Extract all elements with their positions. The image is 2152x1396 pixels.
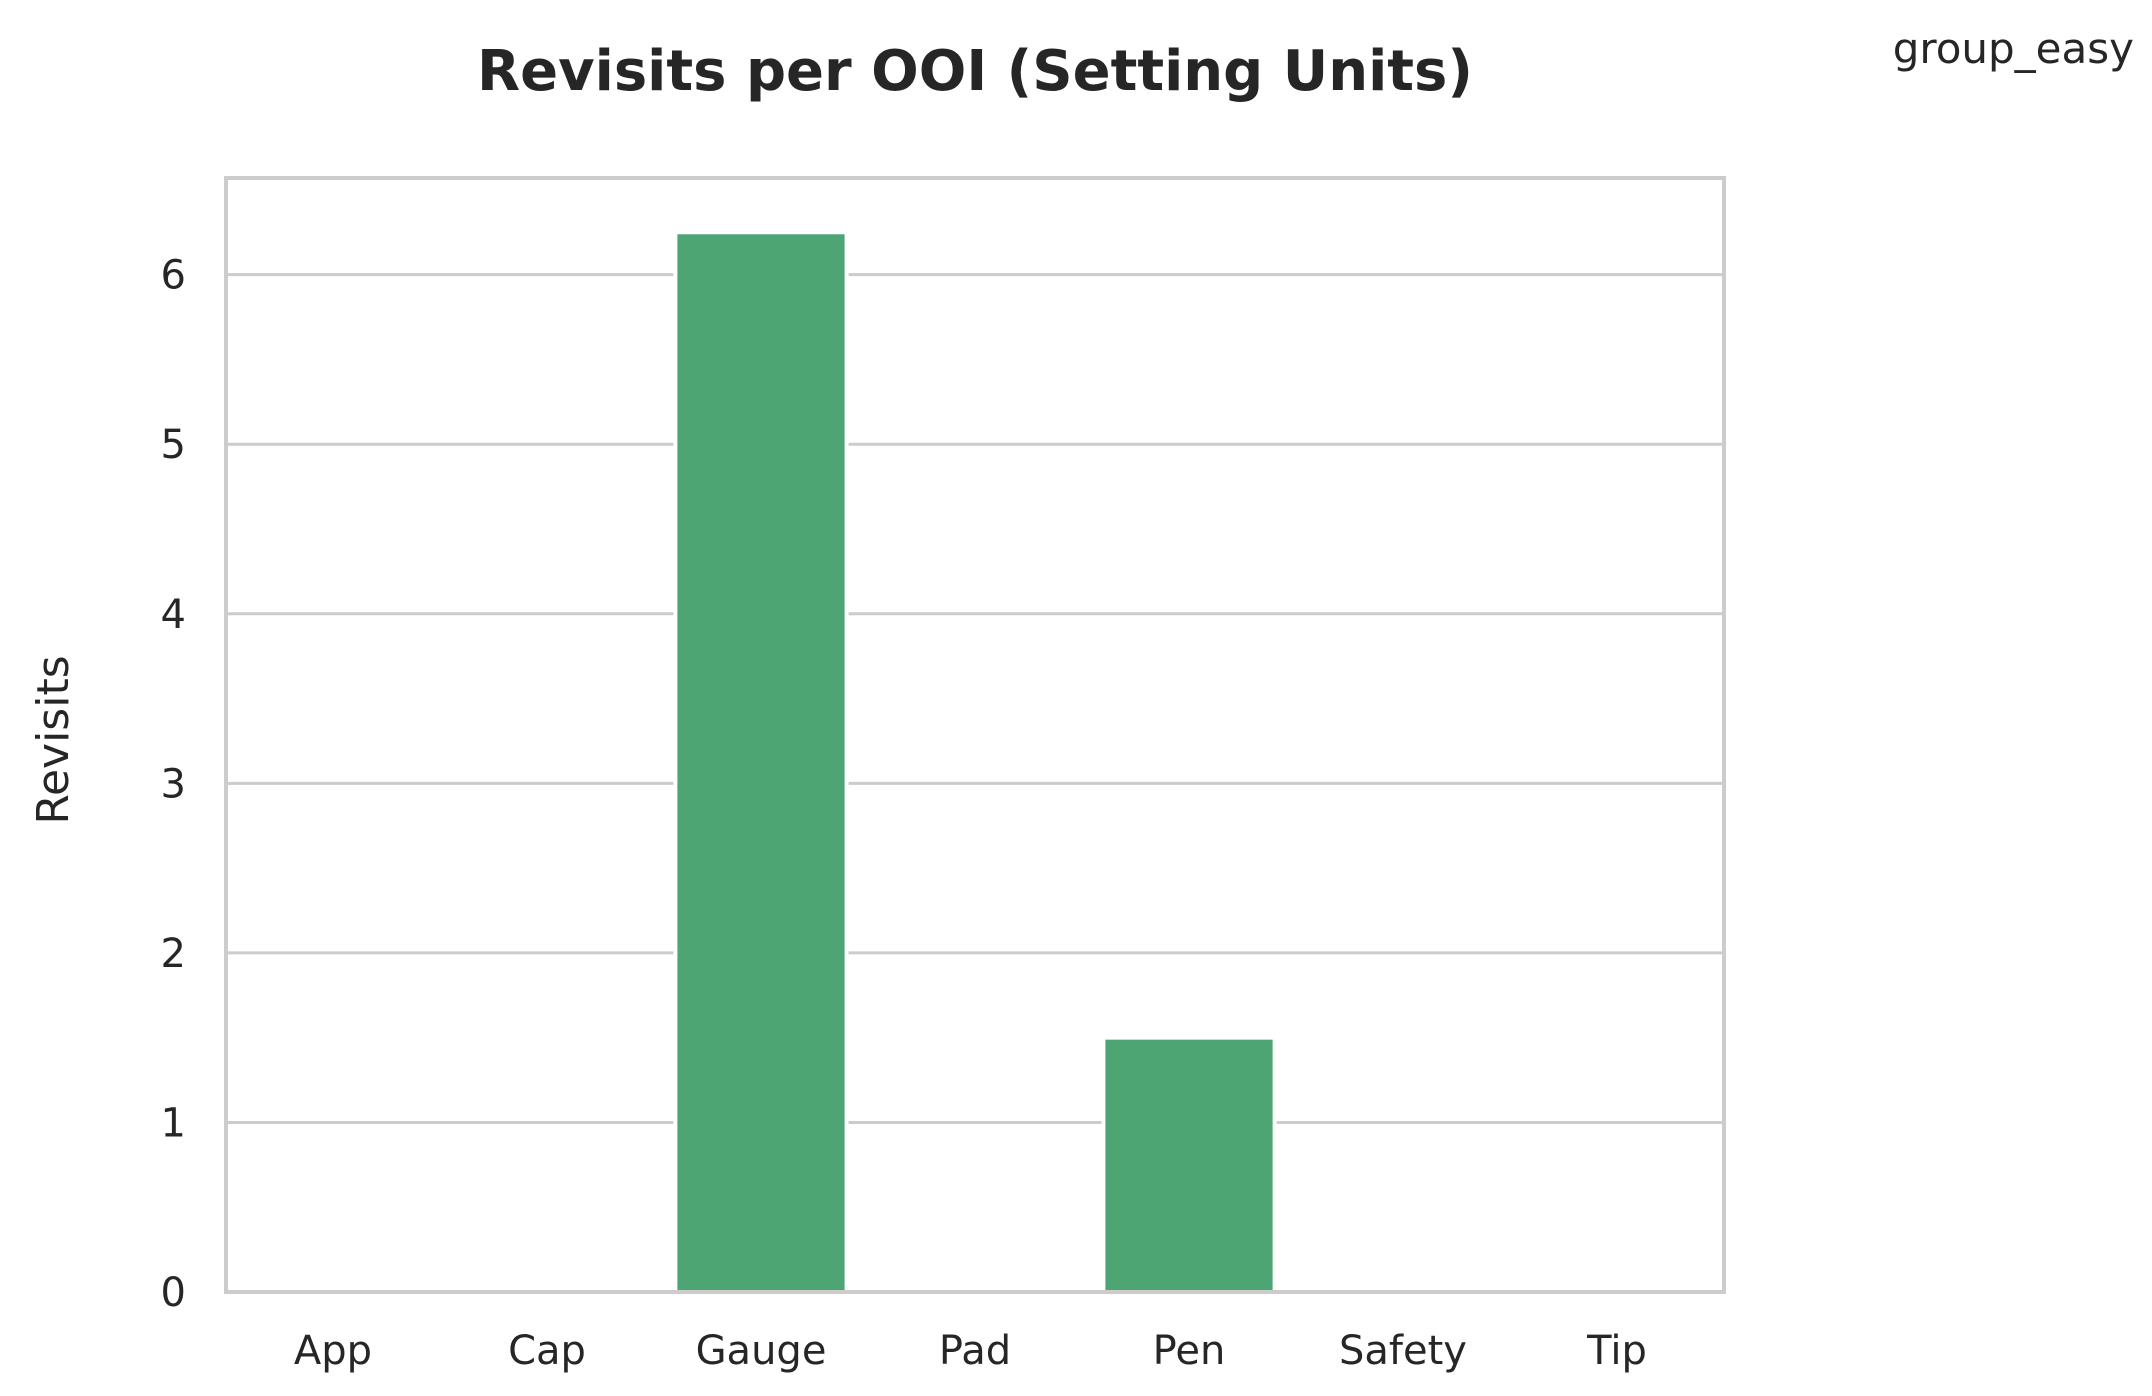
plot-frame [224, 176, 1726, 1294]
y-tick-label: 6 [161, 253, 186, 299]
bar-gauge [673, 230, 849, 1294]
x-tick-label-pen: Pen [1153, 1328, 1226, 1374]
x-tick-label-tip: Tip [1586, 1328, 1647, 1374]
x-tick-label-pad: Pad [939, 1328, 1011, 1374]
y-tick-label: 3 [161, 761, 186, 807]
x-tick-label-cap: Cap [508, 1328, 586, 1374]
chart-title: Revisits per OOI (Setting Units) [477, 39, 1473, 104]
y-tick-label: 4 [161, 592, 186, 638]
y-tick-label: 2 [161, 931, 186, 977]
y-tick-label: 5 [161, 422, 186, 468]
bar-pen [1101, 1035, 1277, 1295]
y-tick-labels: 0 1 2 3 4 5 6 [161, 253, 186, 1316]
gridlines [226, 273, 1724, 1294]
y-axis-label: Revisits [28, 655, 79, 824]
y-tick-label: 1 [161, 1100, 186, 1146]
y-tick-label: 0 [161, 1270, 186, 1316]
bars [673, 230, 1277, 1295]
legend-label: group_easy [1893, 24, 2134, 73]
x-tick-label-safety: Safety [1339, 1328, 1467, 1374]
x-tick-labels: App Cap Gauge Pad Pen Safety Tip [294, 1328, 1647, 1374]
x-tick-label-gauge: Gauge [696, 1328, 827, 1374]
x-tick-label-app: App [294, 1328, 372, 1374]
